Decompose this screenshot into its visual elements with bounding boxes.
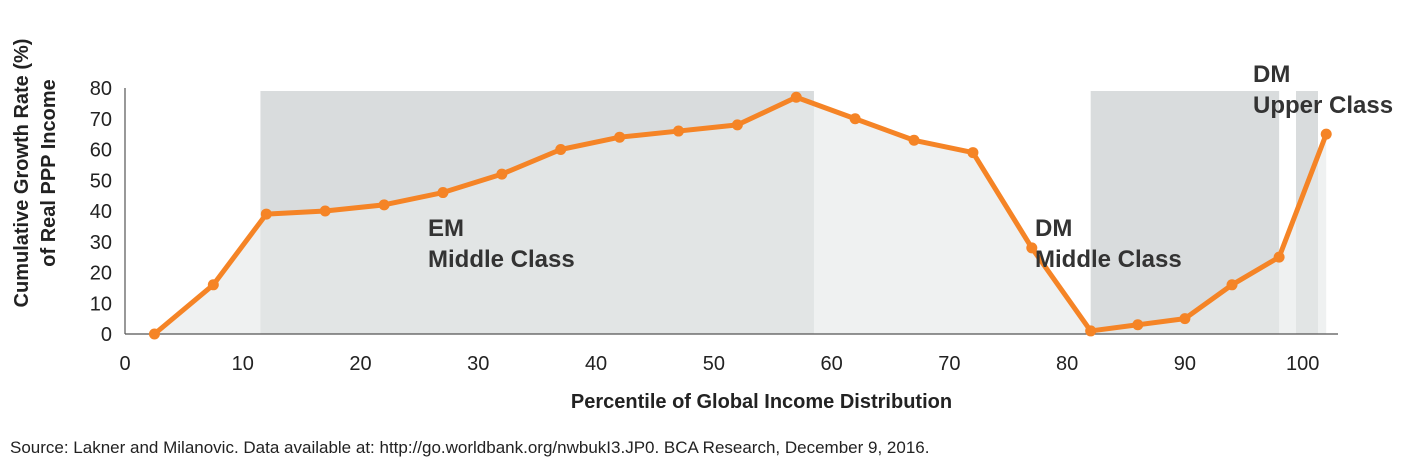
data-point [1026,242,1038,254]
data-point [1085,325,1097,337]
data-point [673,125,685,137]
x-tick-label: 80 [1056,353,1078,375]
series-line [151,94,1329,337]
y-tick-label: 20 [90,263,112,285]
source-note: Source: Lakner and Milanovic. Data avail… [10,438,930,457]
region-label: Middle Class [428,246,575,273]
chart: 0 10 20 30 40 50 60 70 80 0 10 20 30 40 50 60 70 80 90 100 P… [11,39,1393,413]
data-point [1179,313,1191,325]
region-label: DM [1035,215,1072,242]
data-point [148,328,160,340]
region-label: EM [428,215,464,242]
labels-layer: EM Middle Class DM Middle Class DM Upper Clas… [428,61,1393,273]
x-tick-label: 70 [938,353,960,375]
line-layer [148,91,1332,340]
data-point [1273,251,1285,263]
area-fill [154,97,1327,334]
data-point [260,208,272,220]
y-tick-label: 60 [90,140,112,162]
region-label: DM [1253,61,1290,88]
data-point [614,131,626,143]
x-tick-label: 100 [1286,353,1319,375]
region-label: Middle Class [1035,246,1182,273]
y-tick-label: 0 [101,324,112,346]
data-point [908,134,920,146]
data-point [437,187,449,199]
y-tick-label: 50 [90,170,112,192]
y-tick-label: 70 [90,109,112,131]
x-tick-label: 50 [703,353,725,375]
x-tick-label: 90 [1174,353,1196,375]
data-point [967,147,979,159]
data-point [555,144,567,155]
data-point [319,205,331,217]
x-tick-label: 10 [232,353,254,375]
y-tick-label: 10 [90,293,112,315]
x-axis-title: Percentile of Global Income Distribution [571,391,952,413]
region-label: Upper Class [1253,92,1393,119]
y-axis-title: Cumulative Growth Rate (%) [11,39,33,308]
y-tick-label: 80 [90,78,112,100]
axes-layer: 0 10 20 30 40 50 60 70 80 0 10 20 30 40 50 60 70 80 90 100 P… [11,39,1338,413]
y-tick-label: 30 [90,232,112,254]
data-point [1320,128,1332,140]
x-tick-label: 0 [119,353,130,375]
data-point [731,119,743,131]
data-point [849,113,861,125]
x-tick-label: 40 [585,353,607,375]
data-point [790,91,802,103]
area-layer [154,97,1327,334]
data-point [1226,279,1238,291]
data-point [378,199,390,211]
data-point [1132,319,1144,331]
data-point [207,279,219,291]
x-tick-label: 30 [467,353,489,375]
data-point [496,168,508,180]
y-axis-title: of Real PPP Income [38,79,60,266]
y-tick-label: 40 [90,201,112,223]
x-tick-label: 20 [349,353,371,375]
x-tick-label: 60 [820,353,842,375]
